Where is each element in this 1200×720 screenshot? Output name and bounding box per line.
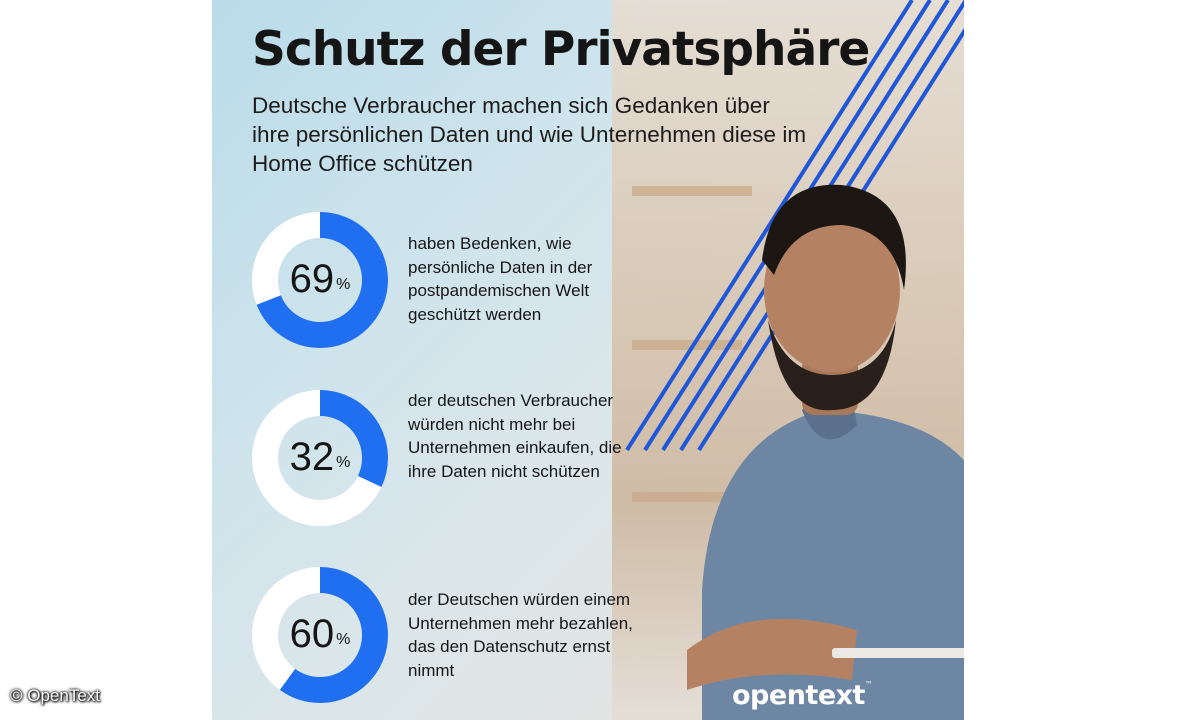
donut-chart [252, 212, 388, 348]
stat-number: 60 [289, 612, 335, 656]
stat-value: 69% [250, 255, 390, 303]
ring-arc [252, 567, 388, 703]
stat-number: 69 [289, 257, 335, 301]
shelf [632, 340, 742, 350]
man-at-laptop-photo [687, 184, 964, 720]
infographic-title: Schutz der Privatsphäre [252, 22, 870, 77]
shelf [632, 492, 732, 502]
stat-value: 60% [250, 610, 390, 658]
percent-sign: % [336, 276, 351, 293]
copyright-notice: © OpenText [10, 686, 101, 705]
stat-value: 32% [250, 433, 390, 481]
stat-description: der Deutschen würden einem Unternehmen m… [408, 590, 633, 680]
brand-name: opentext [732, 680, 865, 711]
stat-description: der deutschen Verbraucher würden nicht m… [408, 391, 622, 481]
opentext-logo: opentext™ [732, 680, 873, 711]
infographic-subtitle: Deutsche Verbraucher machen sich Gedanke… [252, 93, 807, 176]
donut-chart [252, 390, 388, 526]
donut-chart [252, 567, 388, 703]
stat-ring: 60% [250, 565, 390, 705]
ring-arc [252, 390, 388, 526]
stat-description: haben Bedenken, wie persönliche Daten in… [408, 234, 593, 324]
ring-arc [252, 212, 388, 348]
infographic: Schutz der Privatsphäre Deutsche Verbrau… [212, 0, 964, 720]
trademark-symbol: ™ [864, 680, 873, 689]
stat-ring: 32% [250, 388, 390, 528]
percent-sign: % [336, 631, 351, 648]
shelf [632, 186, 752, 196]
stat-number: 32 [289, 435, 335, 479]
stat-ring: 69% [250, 210, 390, 350]
percent-sign: % [336, 454, 351, 471]
